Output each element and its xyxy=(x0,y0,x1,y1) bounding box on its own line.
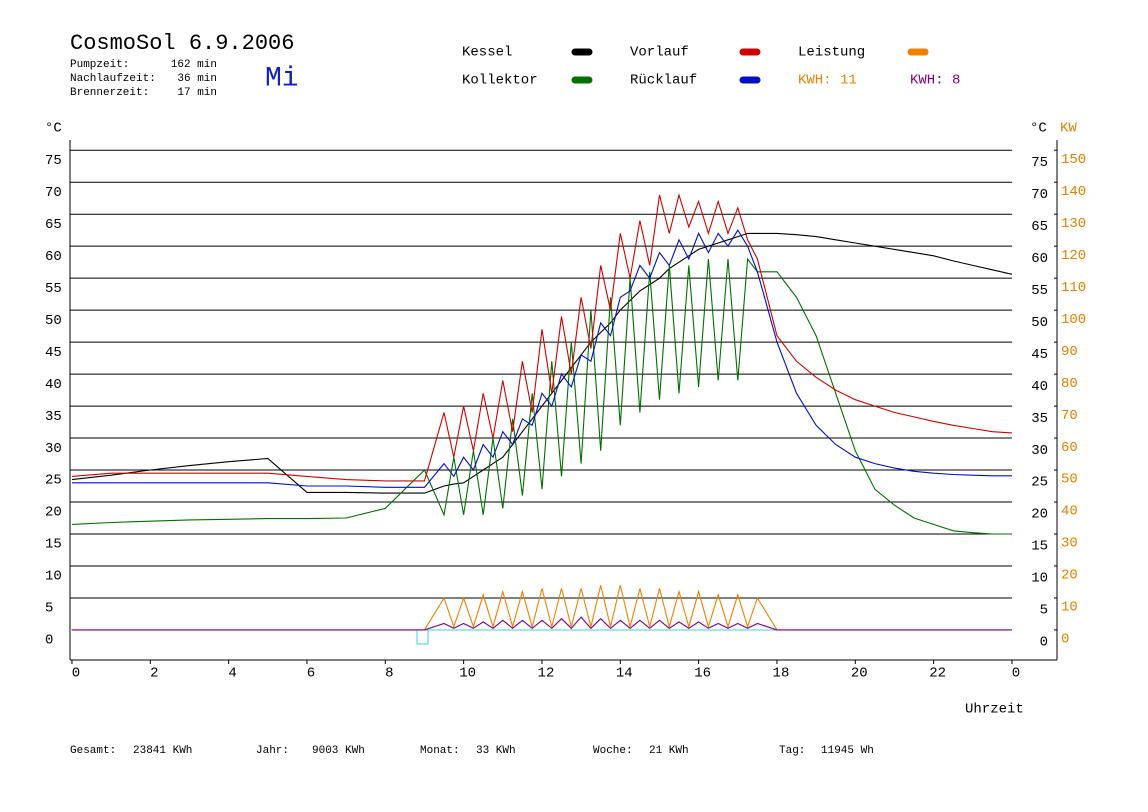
stat-value: 162 min xyxy=(171,59,217,71)
footer-label: Tag: xyxy=(779,745,805,757)
y-tick-label-right: 30 xyxy=(1031,443,1048,459)
y-tick-label: 20 xyxy=(45,505,62,521)
y2-tick-label: 20 xyxy=(1061,568,1078,584)
y2-tick-label: 90 xyxy=(1061,344,1078,360)
y-tick-label: 60 xyxy=(45,249,62,265)
footer-value: 33 KWh xyxy=(476,745,516,757)
legend-label: Leistung xyxy=(798,45,865,61)
y2-tick-label: 80 xyxy=(1061,376,1078,392)
footer-label: Woche: xyxy=(593,745,633,757)
y-tick-label-right: 10 xyxy=(1031,571,1048,587)
x-tick-label: 16 xyxy=(694,666,711,682)
series-line xyxy=(72,585,1012,631)
y-tick-label-right: 70 xyxy=(1031,187,1048,203)
x-tick-label: 8 xyxy=(385,666,393,682)
y-tick-label: 30 xyxy=(45,441,62,457)
legend-label: Vorlauf xyxy=(630,45,689,61)
y-tick-label-right: 20 xyxy=(1031,507,1048,523)
footer-label: Monat: xyxy=(420,745,460,757)
x-tick-label: 20 xyxy=(851,666,868,682)
y-tick-label-right: 75 xyxy=(1031,155,1048,171)
y-tick-label-right: 25 xyxy=(1031,475,1048,491)
x-tick-label: 22 xyxy=(929,666,946,682)
series-line xyxy=(71,192,1013,482)
y2-tick-label: 0 xyxy=(1061,632,1069,648)
y2-tick-label: 70 xyxy=(1061,408,1078,424)
y2-tick-label: 30 xyxy=(1061,536,1078,552)
series-line xyxy=(71,232,1013,494)
y-tick-label: 70 xyxy=(45,185,62,201)
x-tick-label: 18 xyxy=(773,666,790,682)
series-line xyxy=(72,229,1012,488)
y2-tick-label: 50 xyxy=(1061,472,1078,488)
stat-value: 36 min xyxy=(177,73,217,85)
y-unit: °C xyxy=(45,121,62,137)
footer-label: Jahr: xyxy=(256,745,289,757)
legend-kwh: KWH: 8 xyxy=(910,73,960,89)
x-tick-label: 2 xyxy=(150,666,158,682)
series-line xyxy=(72,616,1012,631)
weekday: Mi xyxy=(265,63,299,94)
y2-tick-label: 10 xyxy=(1061,600,1078,616)
x-tick-label: 12 xyxy=(538,666,555,682)
y-tick-label: 50 xyxy=(45,313,62,329)
y-tick-label: 40 xyxy=(45,377,62,393)
legend-label: Kollektor xyxy=(462,73,538,89)
y-tick-label-right: 15 xyxy=(1031,539,1048,555)
y-tick-label-right: 40 xyxy=(1031,379,1048,395)
y-tick-label-right: 5 xyxy=(1040,603,1048,619)
footer-value: 21 KWh xyxy=(649,745,689,757)
x-tick-label: 6 xyxy=(307,666,315,682)
x-tick-label: 4 xyxy=(228,666,236,682)
footer-value: 9003 KWh xyxy=(312,745,365,757)
y2-tick-label: 100 xyxy=(1061,312,1086,328)
y-tick-label: 10 xyxy=(45,569,62,585)
y-tick-label-right: 45 xyxy=(1031,347,1048,363)
y-unit-right: °C xyxy=(1030,121,1047,137)
series-line xyxy=(71,257,1012,535)
y2-tick-label: 120 xyxy=(1061,248,1086,264)
y2-tick-label: 150 xyxy=(1061,152,1086,168)
footer-value: 23841 KWh xyxy=(133,745,192,757)
y-tick-label: 45 xyxy=(45,345,62,361)
y-tick-label-right: 65 xyxy=(1031,219,1048,235)
y-tick-label: 15 xyxy=(45,537,62,553)
y-tick-label: 5 xyxy=(45,601,53,617)
y2-tick-label: 130 xyxy=(1061,216,1086,232)
x-tick-label: 10 xyxy=(459,666,476,682)
legend-label: Rücklauf xyxy=(630,73,697,89)
legend-kwh: KWH: 11 xyxy=(798,73,857,89)
y-tick-label: 55 xyxy=(45,281,62,297)
stat-label: Pumpzeit: xyxy=(70,59,129,71)
stat-label: Brennerzeit: xyxy=(70,87,149,99)
y-tick-label-right: 35 xyxy=(1031,411,1048,427)
y-tick-label-right: 60 xyxy=(1031,251,1048,267)
y-tick-label: 25 xyxy=(45,473,62,489)
y2-tick-label: 40 xyxy=(1061,504,1078,520)
y-tick-label-right: 50 xyxy=(1031,315,1048,331)
y2-tick-label: 110 xyxy=(1061,280,1086,296)
chart-title: CosmoSol 6.9.2006 xyxy=(70,31,294,56)
footer-value: 11945 Wh xyxy=(821,745,874,757)
y2-unit: KW xyxy=(1060,121,1077,137)
y2-tick-label: 140 xyxy=(1061,184,1086,200)
y-tick-label-right: 0 xyxy=(1040,635,1048,651)
y-tick-label: 75 xyxy=(45,153,62,169)
footer-label: Gesamt: xyxy=(70,745,116,757)
y2-tick-label: 60 xyxy=(1061,440,1078,456)
x-axis-label: Uhrzeit xyxy=(965,702,1024,718)
burner-marker xyxy=(416,629,429,645)
x-tick-label: 0 xyxy=(1012,666,1020,682)
y-tick-label-right: 55 xyxy=(1031,283,1048,299)
x-tick-label: 0 xyxy=(72,666,80,682)
y-tick-label: 65 xyxy=(45,217,62,233)
stat-value: 17 min xyxy=(177,87,217,99)
legend-label: Kessel xyxy=(462,45,512,61)
y-tick-label: 0 xyxy=(45,633,53,649)
y-tick-label: 35 xyxy=(45,409,62,425)
stat-label: Nachlaufzeit: xyxy=(70,73,156,85)
x-tick-label: 14 xyxy=(616,666,633,682)
